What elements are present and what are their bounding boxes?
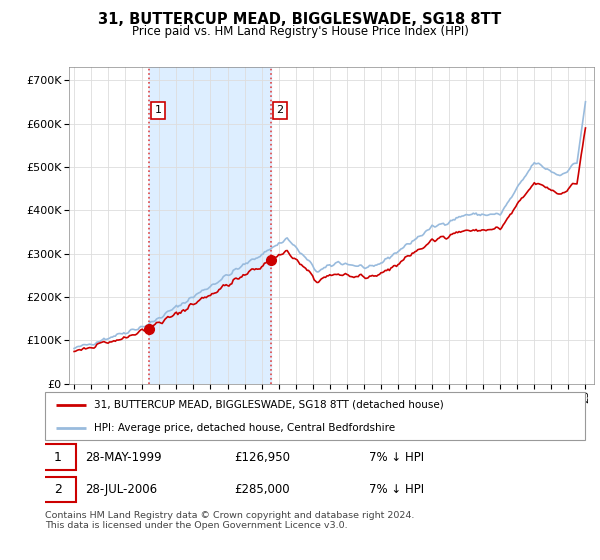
FancyBboxPatch shape bbox=[40, 477, 76, 502]
Text: Price paid vs. HM Land Registry's House Price Index (HPI): Price paid vs. HM Land Registry's House … bbox=[131, 25, 469, 38]
Text: 1: 1 bbox=[154, 105, 161, 115]
Text: 2: 2 bbox=[277, 105, 284, 115]
FancyBboxPatch shape bbox=[45, 392, 585, 440]
Text: 31, BUTTERCUP MEAD, BIGGLESWADE, SG18 8TT: 31, BUTTERCUP MEAD, BIGGLESWADE, SG18 8T… bbox=[98, 12, 502, 27]
Text: 28-MAY-1999: 28-MAY-1999 bbox=[86, 451, 162, 464]
Bar bbox=[149, 67, 271, 384]
Text: Contains HM Land Registry data © Crown copyright and database right 2024.
This d: Contains HM Land Registry data © Crown c… bbox=[45, 511, 415, 530]
Text: 7% ↓ HPI: 7% ↓ HPI bbox=[369, 451, 424, 464]
Text: £285,000: £285,000 bbox=[234, 483, 290, 496]
Text: 31, BUTTERCUP MEAD, BIGGLESWADE, SG18 8TT (detached house): 31, BUTTERCUP MEAD, BIGGLESWADE, SG18 8T… bbox=[94, 400, 443, 410]
Text: 7% ↓ HPI: 7% ↓ HPI bbox=[369, 483, 424, 496]
Text: 1: 1 bbox=[54, 451, 62, 464]
Text: 28-JUL-2006: 28-JUL-2006 bbox=[86, 483, 158, 496]
FancyBboxPatch shape bbox=[40, 444, 76, 470]
Text: HPI: Average price, detached house, Central Bedfordshire: HPI: Average price, detached house, Cent… bbox=[94, 423, 395, 433]
Text: £126,950: £126,950 bbox=[234, 451, 290, 464]
Text: 2: 2 bbox=[54, 483, 62, 496]
